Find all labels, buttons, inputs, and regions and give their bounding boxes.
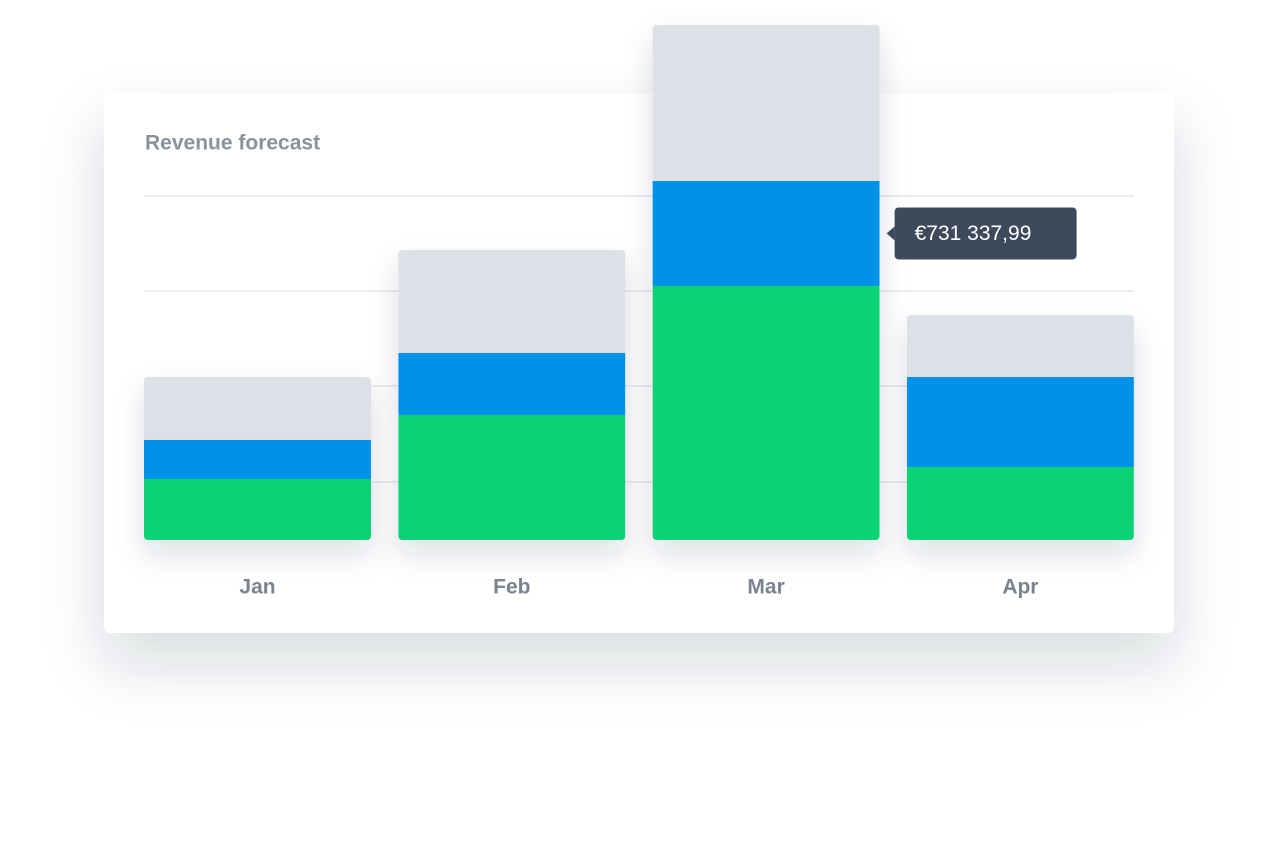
bars <box>144 24 1134 540</box>
bar-segment <box>144 439 371 479</box>
segments <box>652 24 880 540</box>
bar-segment <box>144 376 371 440</box>
segments <box>398 249 626 540</box>
bar-stack <box>652 24 880 540</box>
bar-segment <box>398 352 626 415</box>
x-tick-label: Apr <box>1002 576 1038 599</box>
chart-title: Revenue forecast <box>145 132 320 155</box>
bar-segment <box>398 249 626 353</box>
labels: Jan Feb Mar Apr <box>239 576 1038 599</box>
segments <box>144 376 371 540</box>
tooltip-box <box>894 207 1077 260</box>
bar-segment <box>906 314 1134 378</box>
bar-segment <box>906 467 1134 540</box>
bar-segment <box>652 180 880 286</box>
bar-segment <box>144 478 371 540</box>
bar-segment <box>652 285 880 540</box>
bar-segment <box>398 414 626 540</box>
bar-segment <box>652 24 880 181</box>
bar-segment <box>906 377 1134 468</box>
x-tick-label: Jan <box>239 576 275 599</box>
bar-stack <box>906 314 1134 540</box>
tooltip: €731 337,99 <box>886 207 1077 260</box>
tooltip-label: €731 337,99 <box>915 222 1032 245</box>
tooltip-pointer <box>886 226 895 241</box>
x-tick-label: Feb <box>493 576 530 599</box>
x-tick-label: Mar <box>747 576 784 599</box>
bar-stack <box>144 376 371 540</box>
bar-stack <box>398 249 626 540</box>
segments <box>906 314 1134 540</box>
